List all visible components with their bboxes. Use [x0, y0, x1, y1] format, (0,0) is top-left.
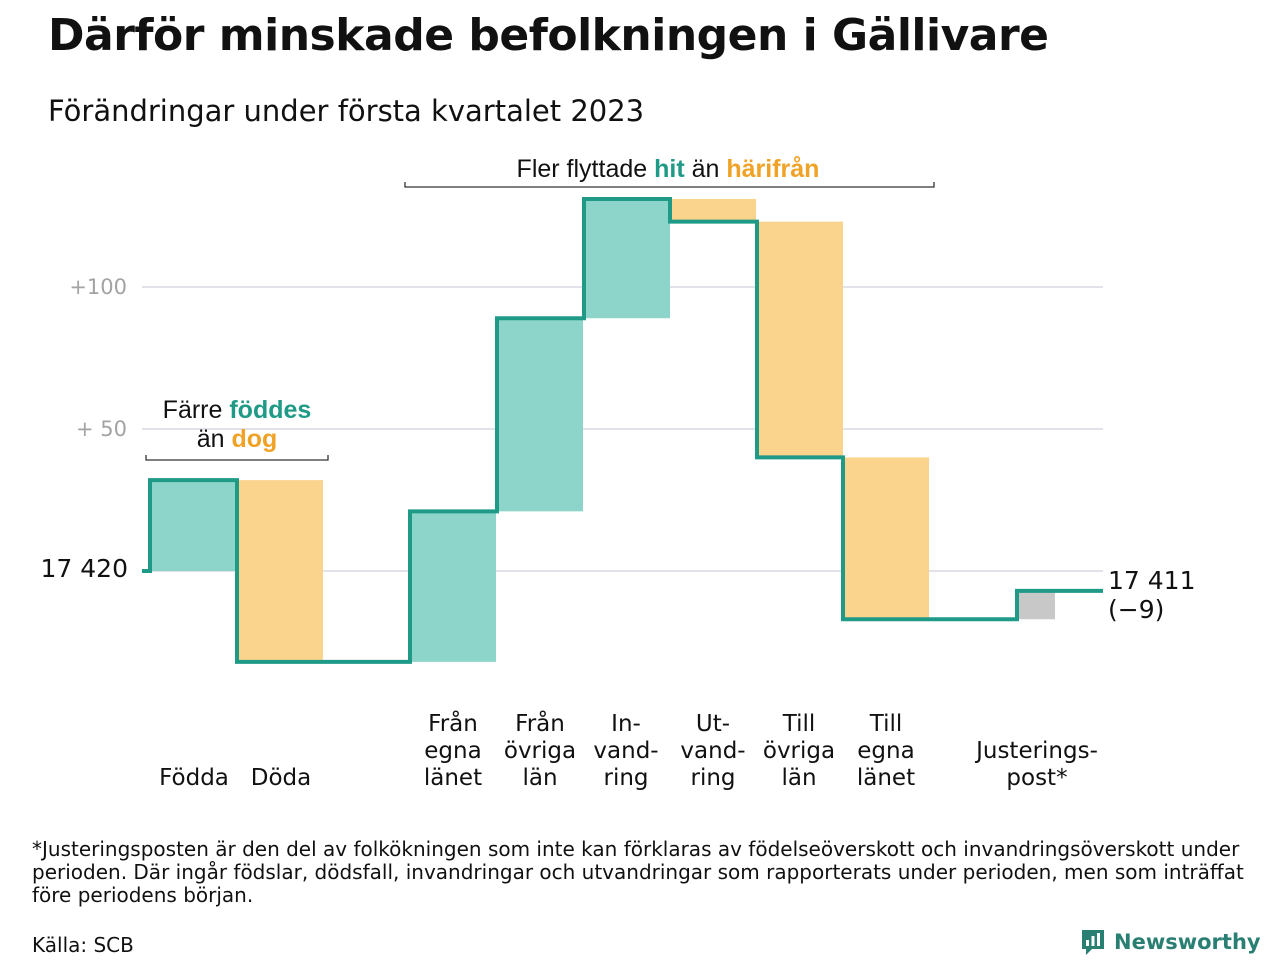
category-label-2-2: länet: [424, 765, 482, 791]
y-tick-label-1: +100: [69, 275, 127, 299]
footnote: *Justeringsposten är den del av folkökni…: [32, 837, 1244, 907]
annotation-migration-bracket: [404, 182, 935, 188]
category-label-2-1: egna: [424, 738, 481, 764]
annotation-births-line1-part-0: Färre: [163, 396, 230, 424]
bar-utvandring: [670, 198, 756, 222]
category-label-6-1: övriga: [763, 738, 835, 764]
chart-subtitle: Förändringar under första kvartalet 2023: [48, 94, 645, 128]
y-tick-label-0: + 50: [76, 417, 127, 441]
newsworthy-logo-icon: [1082, 930, 1104, 955]
category-label-5-2: ring: [690, 765, 735, 791]
category-label-7-1: egna: [857, 738, 914, 764]
category-label-3-1: övriga: [504, 738, 576, 764]
annotation-births-bracket: [145, 455, 329, 461]
brand-name: Newsworthy: [1114, 930, 1261, 954]
category-label-6-2: län: [781, 765, 816, 791]
bar-tillegnalänet: [843, 457, 929, 620]
annotation-births-line1-part-1: föddes: [229, 396, 311, 424]
start-value-label: 17 420: [41, 554, 128, 583]
category-label-8-0: Justerings-: [974, 738, 1098, 764]
category-label-2-0: Från: [428, 709, 478, 737]
source-label: Källa: SCB: [32, 933, 134, 957]
category-label-0-0: Födda: [159, 765, 229, 791]
category-label-6-0: Till: [782, 711, 816, 737]
category-label-3-0: Från: [515, 709, 565, 737]
category-label-7-0: Till: [869, 711, 903, 737]
category-label-1-0: Döda: [251, 765, 311, 791]
annotation-migration-part-0: Fler flyttade: [517, 155, 655, 183]
category-label-8-1: post*: [1006, 765, 1067, 791]
annotation-births-line2-part-1: dog: [231, 425, 277, 453]
annotation-births-line2: än dog: [197, 425, 278, 453]
annotation-migration-part-1: hit: [654, 155, 685, 183]
category-label-4-0: In-: [611, 711, 641, 737]
bar-frånövrigalän: [497, 318, 583, 512]
category-label-4-2: ring: [603, 765, 648, 791]
bar-justeringspost: [1017, 590, 1055, 620]
brand-logo: Newsworthy: [1080, 926, 1261, 958]
category-label-5-1: vand-: [680, 738, 745, 764]
category-label-5-0: Ut-: [696, 711, 730, 737]
bar-frånegnalänet: [410, 511, 496, 662]
bar-födda: [150, 480, 236, 571]
cumulative-step-line: [142, 196, 1103, 664]
annotation-births-line1: Färre föddes: [163, 396, 312, 424]
annotation-births-line2-part-0: än: [197, 425, 232, 453]
category-label-7-2: länet: [857, 765, 915, 791]
chart-title: Därför minskade befolkningen i Gällivare: [48, 10, 1049, 61]
annotation-migration-part-3: härifrån: [726, 155, 819, 183]
bar-invandring: [584, 198, 670, 319]
bar-döda: [237, 480, 323, 662]
bar-tillövrigalän: [757, 221, 843, 458]
category-label-4-1: vand-: [593, 738, 658, 764]
end-value-label: 17 411: [1108, 566, 1195, 595]
annotation-migration-part-2: än: [685, 155, 727, 183]
end-change-label: (−9): [1108, 595, 1164, 624]
category-label-3-2: län: [522, 765, 557, 791]
annotation-migration: Fler flyttade hit än härifrån: [517, 155, 820, 183]
